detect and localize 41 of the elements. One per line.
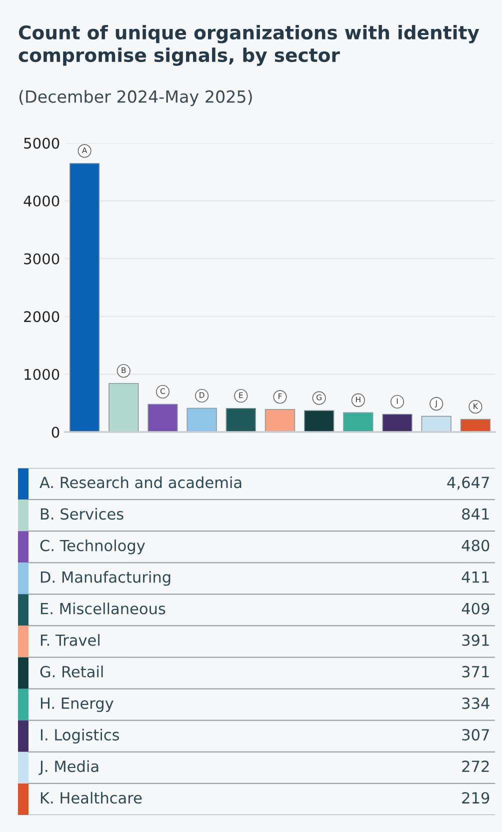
bar	[382, 414, 412, 432]
bar	[421, 416, 452, 432]
text: F. Travel	[40, 634, 100, 646]
text: B. Services	[40, 508, 124, 520]
text: 841	[462, 508, 489, 520]
text: H. Energy	[40, 698, 114, 712]
text: 307	[462, 729, 489, 741]
text: 4,647	[447, 476, 489, 490]
text: J. Media	[38, 760, 98, 775]
bar	[186, 408, 217, 432]
text: 411	[462, 571, 489, 583]
bar	[264, 408, 296, 432]
text: 480	[462, 540, 490, 552]
bar	[69, 162, 100, 432]
text: 409	[462, 602, 490, 614]
text: A. Research and academia	[40, 476, 242, 488]
text: C. Technology	[40, 539, 145, 554]
text: 391	[462, 634, 489, 646]
text: D. Manufacturing	[40, 571, 170, 586]
bar	[460, 418, 491, 432]
chart-title: Count of unique organizations with identity compromise signals, by sector	[18, 25, 480, 66]
y-tick-label: 1000	[24, 368, 60, 380]
bar	[108, 382, 139, 432]
y-tick-label: 0	[52, 426, 60, 438]
chart-subtitle: (December 2024-May 2025)	[19, 90, 252, 106]
text: 334	[462, 697, 490, 710]
bar	[226, 408, 256, 432]
text: 219	[462, 792, 490, 804]
text: I. Logistics	[40, 728, 120, 744]
y-tick-label: 5000	[24, 138, 60, 149]
text: G. Retail	[40, 666, 103, 678]
text: E. Miscellaneous	[40, 602, 166, 614]
y-tick-label: 3000	[24, 253, 60, 264]
y-tick-label: 4000	[24, 196, 60, 207]
text: K. Healthcare	[40, 792, 142, 804]
y-tick-label: 2000	[24, 311, 60, 322]
text: 272	[462, 760, 489, 772]
bar	[343, 412, 374, 432]
bar	[148, 404, 178, 432]
text: 371	[462, 666, 489, 678]
bar	[304, 410, 334, 432]
